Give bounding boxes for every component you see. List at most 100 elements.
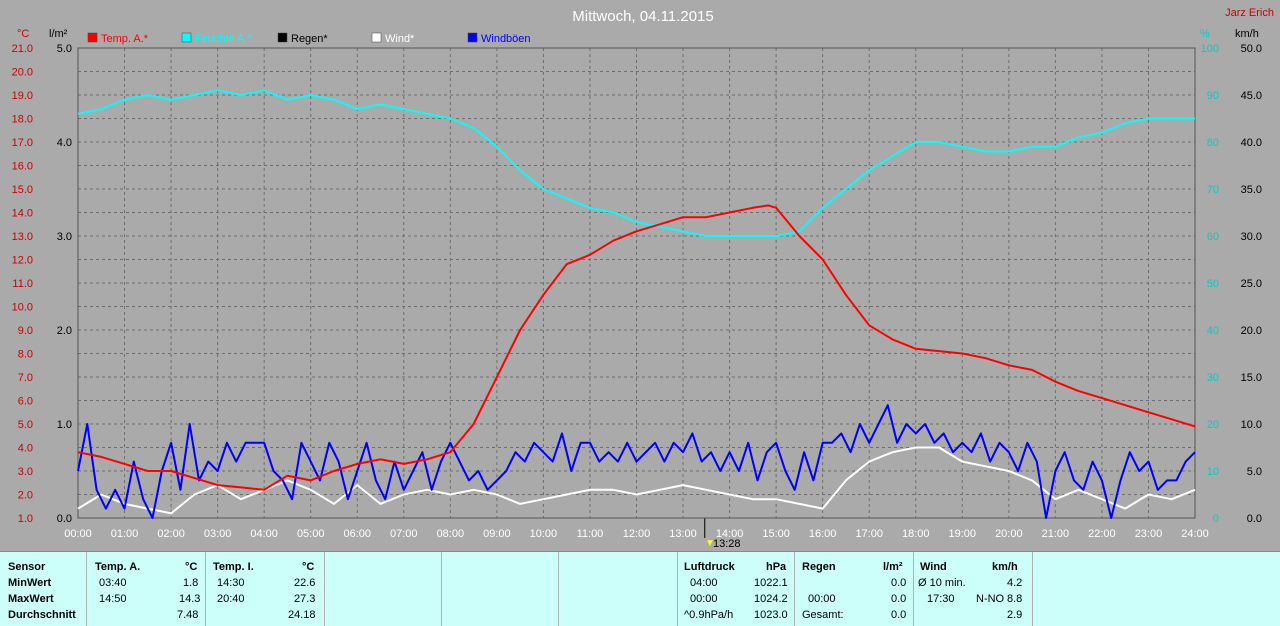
x-tick-label: 12:00 bbox=[623, 528, 651, 540]
series-humidity-line bbox=[77, 89, 1195, 237]
temp-tick-label: 15.0 bbox=[12, 184, 33, 196]
temp-a-min-time: 03:40 bbox=[99, 577, 127, 589]
humidity-tick-label: 60 bbox=[1207, 231, 1219, 243]
temp-a-max-val: 14.3 bbox=[179, 593, 201, 605]
temp-tick-label: 11.0 bbox=[12, 278, 33, 290]
author-label: Jarz Erich bbox=[1225, 7, 1274, 19]
temp-tick-label: 9.0 bbox=[18, 325, 33, 337]
temp-tick-label: 2.0 bbox=[18, 490, 33, 502]
wind-tick-label: 45.0 bbox=[1241, 90, 1262, 102]
x-tick-label: 08:00 bbox=[437, 528, 465, 540]
temp-i-min-val: 22.6 bbox=[294, 577, 316, 589]
temp-tick-label: 6.0 bbox=[18, 396, 33, 408]
wind-max-dir: N-NO bbox=[976, 593, 1005, 605]
temp-tick-label: 13.0 bbox=[12, 231, 33, 243]
wind-tick-label: 40.0 bbox=[1241, 137, 1262, 149]
rain-min-val: 0.0 bbox=[891, 577, 907, 589]
rain-tick-label: 3.0 bbox=[57, 231, 72, 243]
rain-total-label: Gesamt: bbox=[802, 609, 844, 621]
temp-i-unit: °C bbox=[302, 561, 315, 573]
temp-tick-label: 12.0 bbox=[12, 255, 33, 267]
temp-i-max-val: 27.3 bbox=[294, 593, 316, 605]
legend-label: Regen* bbox=[291, 33, 328, 45]
stats-col-empty-2 bbox=[442, 552, 559, 626]
plot-frame bbox=[77, 47, 1196, 519]
temp-tick-label: 5.0 bbox=[18, 419, 33, 431]
temp-i-max-time: 20:40 bbox=[217, 593, 245, 605]
temp-tick-label: 1.0 bbox=[18, 513, 33, 525]
humidity-tick-label: 70 bbox=[1207, 184, 1219, 196]
temp-tick-label: 10.0 bbox=[12, 302, 33, 314]
temp-tick-label: 14.0 bbox=[12, 208, 33, 220]
rain-unit: l/m² bbox=[883, 561, 903, 573]
chart-title: Mittwoch, 04.11.2015 bbox=[572, 8, 713, 25]
x-tick-label: 16:00 bbox=[809, 528, 837, 540]
wind-unit-label: km/h bbox=[1235, 28, 1259, 40]
legend-label: Wind* bbox=[385, 33, 415, 45]
x-tick-label: 03:00 bbox=[204, 528, 232, 540]
axes: 1.0 2.0 3.0 4.0 5.0 6.0 7.0 8.0 9.0 10.0 11.0 12.0 1… bbox=[12, 28, 1262, 540]
pressure-title: Luftdruck bbox=[684, 561, 735, 573]
wind-tick-label: 35.0 bbox=[1241, 184, 1262, 196]
stats-panel: Sensor MinWert MaxWert Durchschnitt Temp… bbox=[0, 551, 1280, 626]
temp-a-max-time: 14:50 bbox=[99, 593, 127, 605]
x-tick-label: 15:00 bbox=[762, 528, 790, 540]
legend: Temp. A.* Feuchte A.* Regen* Wind* Windböen bbox=[87, 32, 531, 45]
temp-tick-label: 18.0 bbox=[12, 114, 33, 126]
temp-tick-label: 3.0 bbox=[18, 466, 33, 478]
rain-tick-label: 1.0 bbox=[57, 419, 72, 431]
humidity-tick-label: 90 bbox=[1207, 90, 1219, 102]
stats-col-empty-3 bbox=[559, 552, 678, 626]
pressure-trend: ^0.9hPa/h bbox=[684, 609, 734, 621]
temp-i-title: Temp. I. bbox=[213, 561, 254, 573]
legend-swatch bbox=[371, 32, 382, 43]
x-tick-label: 14:00 bbox=[716, 528, 744, 540]
wind-avg: 2.9 bbox=[1007, 609, 1023, 621]
wind-avg10-val: 4.2 bbox=[1007, 577, 1023, 589]
rain-tick-label: 0.0 bbox=[57, 513, 72, 525]
row-label-avg: Durchschnitt bbox=[8, 609, 76, 621]
stats-col-pressure: Luftdruck hPa 04:00 1022.1 00:00 1024.2 … bbox=[678, 552, 795, 626]
rain-title: Regen bbox=[802, 561, 836, 573]
temp-a-min-val: 1.8 bbox=[183, 577, 199, 589]
stats-col-temp-a: Temp. A. °C 03:40 1.8 14:50 14.3 7.48 bbox=[87, 552, 206, 626]
x-tick-label: 00:00 bbox=[64, 528, 92, 540]
stats-col-empty-1 bbox=[325, 552, 442, 626]
legend-swatch bbox=[87, 32, 98, 43]
temp-tick-label: 4.0 bbox=[18, 443, 33, 455]
temp-i-min-time: 14:30 bbox=[217, 577, 245, 589]
humidity-tick-label: 30 bbox=[1207, 372, 1219, 384]
x-tick-label: 21:00 bbox=[1042, 528, 1070, 540]
humidity-unit-label: % bbox=[1200, 28, 1210, 40]
wind-tick-label: 5.0 bbox=[1247, 466, 1262, 478]
rain-tick-label: 5.0 bbox=[57, 43, 72, 55]
temp-tick-label: 21.0 bbox=[12, 43, 33, 55]
grid bbox=[77, 47, 1196, 519]
temp-tick-label: 8.0 bbox=[18, 349, 33, 361]
x-tick-label: 20:00 bbox=[995, 528, 1023, 540]
temp-tick-label: 20.0 bbox=[12, 67, 33, 79]
wind-tick-label: 0.0 bbox=[1247, 513, 1262, 525]
wind-tick-label: 20.0 bbox=[1241, 325, 1262, 337]
x-tick-label: 10:00 bbox=[530, 528, 558, 540]
x-tick-label: 23:00 bbox=[1135, 528, 1163, 540]
legend-swatch bbox=[181, 32, 192, 43]
row-label-min: MinWert bbox=[8, 577, 52, 589]
humidity-tick-label: 80 bbox=[1207, 137, 1219, 149]
temp-a-avg: 7.48 bbox=[177, 609, 199, 621]
series-windgust-line bbox=[77, 404, 1196, 519]
wind-tick-label: 10.0 bbox=[1241, 419, 1262, 431]
legend-label: Windböen bbox=[481, 33, 531, 45]
temp-a-unit: °C bbox=[185, 561, 198, 573]
humidity-tick-label: 0 bbox=[1213, 513, 1219, 525]
row-label-max: MaxWert bbox=[8, 593, 54, 605]
wind-tick-label: 25.0 bbox=[1241, 278, 1262, 290]
x-tick-label: 18:00 bbox=[902, 528, 930, 540]
legend-label: Temp. A.* bbox=[101, 33, 149, 45]
rain-tick-label: 4.0 bbox=[57, 137, 72, 149]
x-tick-label: 24:00 bbox=[1181, 528, 1209, 540]
x-tick-label: 02:00 bbox=[157, 528, 185, 540]
x-tick-label: 17:00 bbox=[855, 528, 883, 540]
temp-i-avg: 24.18 bbox=[288, 609, 316, 621]
temp-tick-label: 16.0 bbox=[12, 161, 33, 173]
